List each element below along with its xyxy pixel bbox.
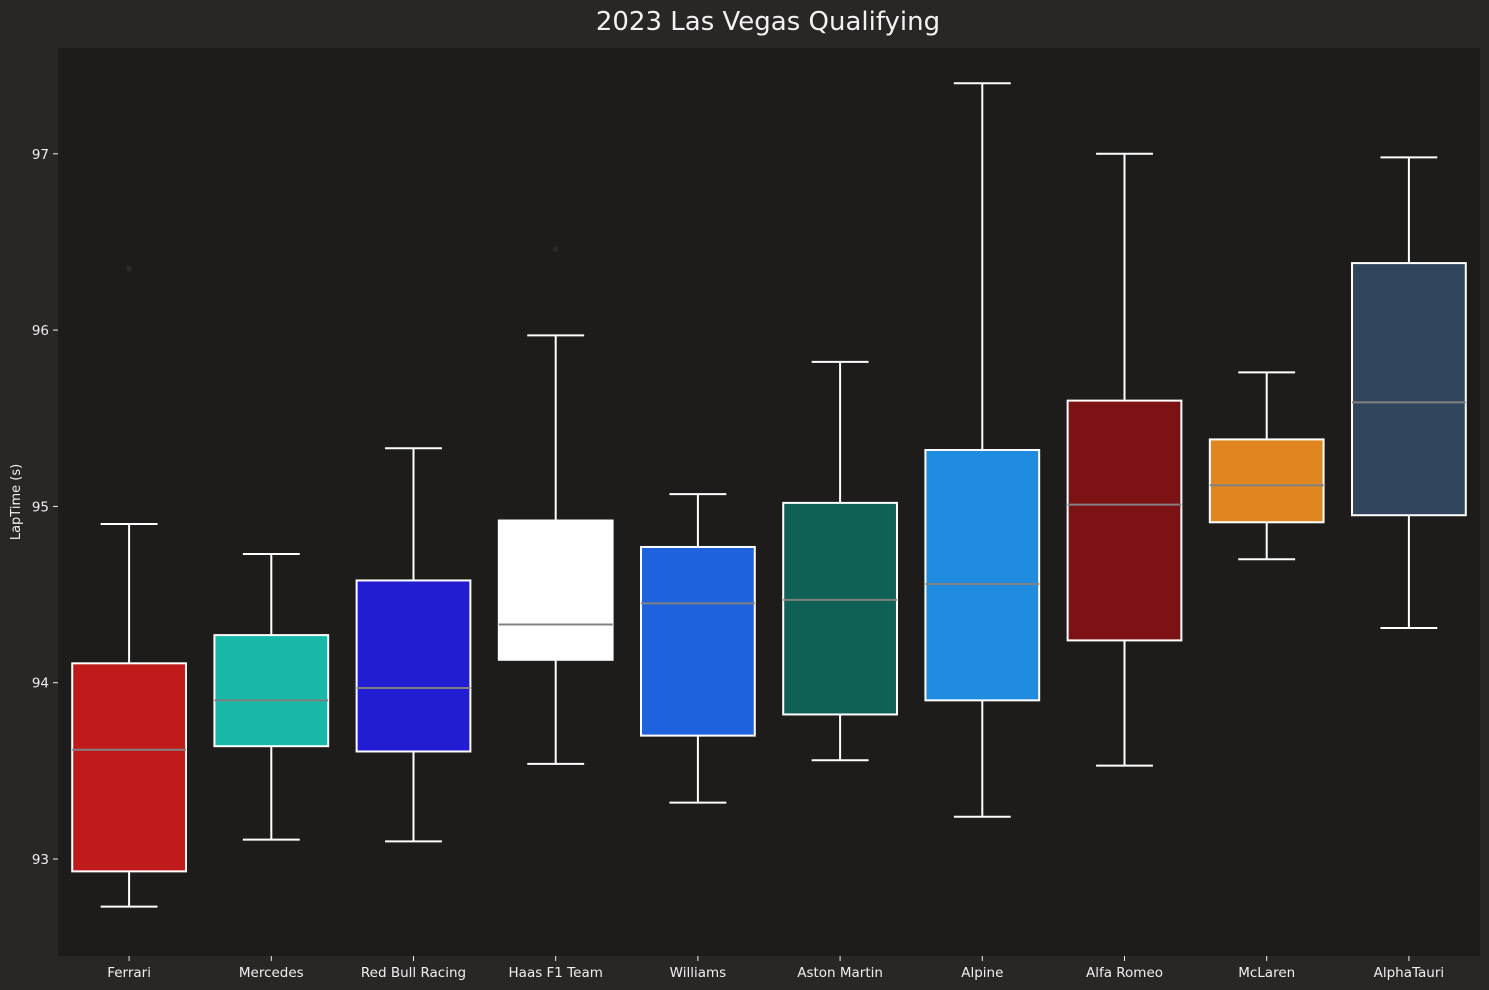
flier-ferrari-0 [125,264,133,272]
box-group-haas-f1-team [497,245,614,765]
box-group-mclaren [1208,371,1325,561]
box-williams [640,545,756,737]
box-mclaren [1208,438,1325,524]
box-group-aston-martin [782,360,898,762]
x-tick-label-alfa-romeo: Alfa Romeo [1086,965,1163,981]
y-tick-label-95: 95 [32,499,49,515]
x-tick-label-mercedes: Mercedes [239,965,304,981]
x-axis: Ferrari Mercedes Red Bull Racing Haas F1 Te… [107,956,1444,981]
box-ferrari [71,662,187,873]
y-tick-label-96: 96 [32,323,49,339]
box-group-ferrari [71,264,187,908]
y-tick-label-97: 97 [32,147,49,163]
box-alpine [924,448,1041,702]
box-alfa-romeo [1066,399,1183,642]
box-red-bull-racing [355,579,472,753]
flier-haas-f1-team-0 [552,245,560,253]
box-group-alpine [924,82,1041,818]
x-tick-label-aston-martin: Aston Martin [797,965,883,981]
box-alphatauri [1351,262,1467,517]
box-aston-martin [782,501,898,716]
y-axis: 93 94 95 96 97 [32,147,58,868]
x-tick-label-haas-f1-team: Haas F1 Team [509,965,603,981]
box-group-red-bull-racing [355,447,472,843]
x-tick-label-mclaren: McLaren [1238,965,1295,981]
chart-title: 2023 Las Vegas Qualifying [596,7,940,37]
box-group-mercedes [213,553,330,841]
y-tick-label-94: 94 [32,676,49,692]
y-tick-label-93: 93 [32,852,49,868]
box-group-alfa-romeo [1066,152,1183,767]
box-haas-f1-team [497,519,614,661]
box-mercedes [213,634,330,748]
x-tick-label-red-bull-racing: Red Bull Racing [361,965,466,981]
x-tick-label-alphatauri: AlphaTauri [1374,965,1445,981]
box-group-williams [640,493,756,804]
box-group-alphatauri [1351,156,1467,630]
y-axis-label: LapTime (s) [9,464,24,540]
x-tick-label-williams: Williams [670,965,727,981]
boxes-layer [71,82,1467,908]
x-tick-label-ferrari: Ferrari [107,965,151,981]
x-tick-label-alpine: Alpine [961,965,1003,981]
